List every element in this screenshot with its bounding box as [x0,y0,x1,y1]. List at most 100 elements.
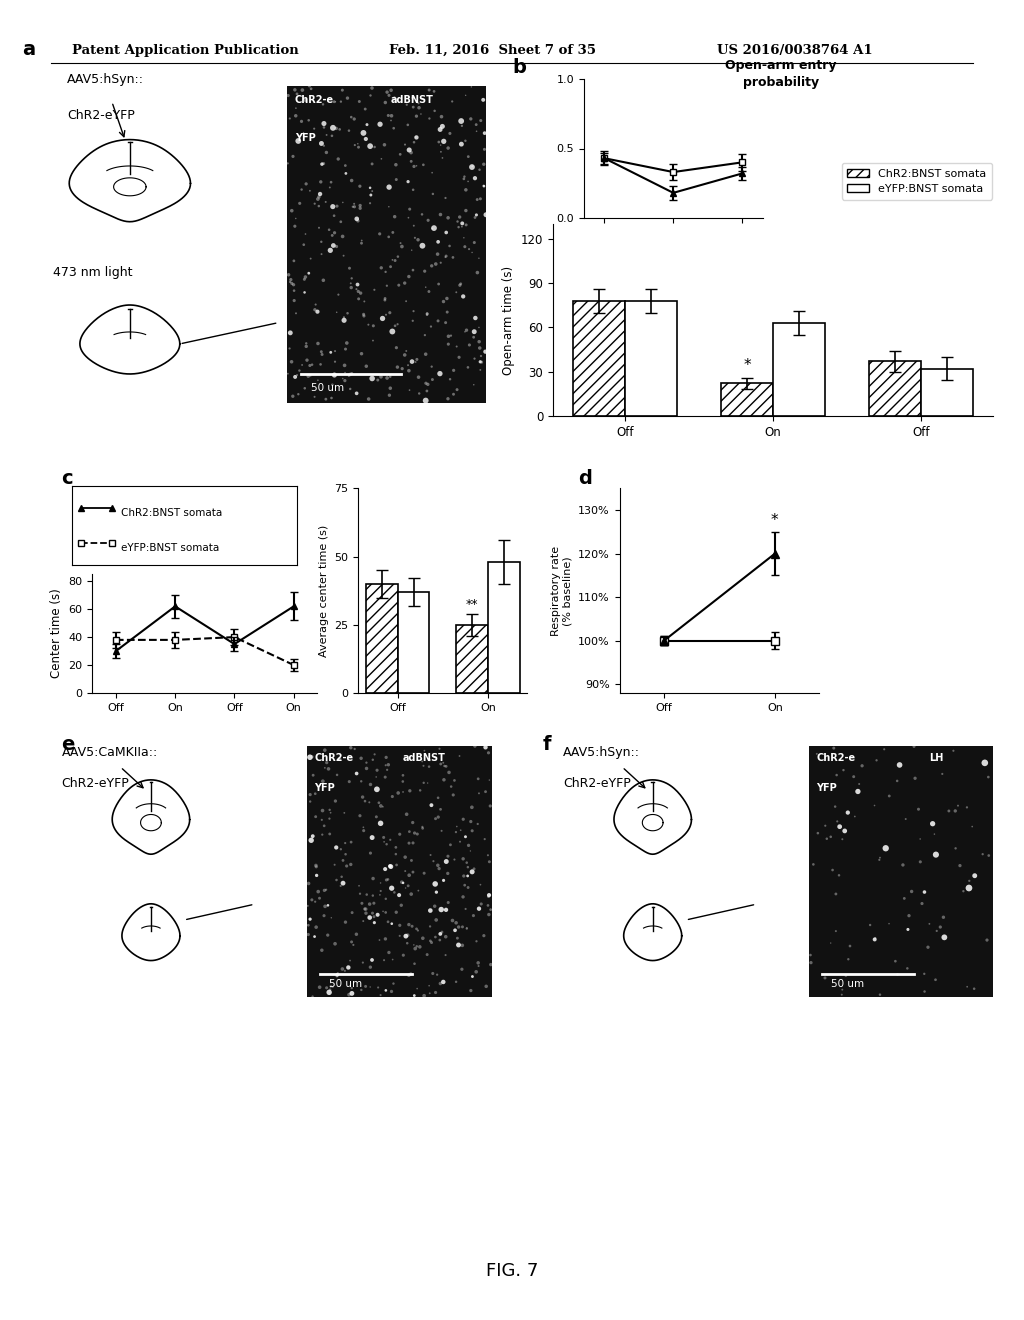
Text: YFP: YFP [816,783,837,793]
Point [401,780,418,801]
Point [472,359,488,380]
Point [372,929,388,950]
Point [357,899,374,920]
Point [377,858,393,879]
Y-axis label: Average center time (s): Average center time (s) [319,524,329,657]
Point [385,117,401,139]
Point [475,153,492,174]
Point [322,979,338,1001]
Point [866,795,883,816]
Point [342,379,358,400]
Point [458,899,474,920]
Point [349,275,366,296]
Point [358,758,375,779]
Point [432,924,449,945]
Point [370,977,386,998]
Bar [367,583,397,693]
Point [827,883,844,904]
Point [388,837,404,858]
Text: b: b [512,58,526,77]
Point [378,870,394,891]
Point [403,240,420,261]
Point [356,791,373,812]
Point [362,842,379,863]
Point [337,355,353,376]
Point [355,304,372,325]
Point [415,928,431,949]
Point [476,123,493,144]
Point [300,873,316,894]
Point [457,166,473,187]
Point [435,870,452,891]
Point [459,319,475,341]
Point [286,251,302,272]
Point [286,290,302,312]
Point [326,235,342,256]
Point [422,931,438,952]
Point [351,176,368,197]
Point [831,816,848,837]
Point [455,935,471,956]
Point [335,191,351,213]
Point [387,249,403,271]
Point [481,884,498,906]
Point [323,975,339,997]
Point [324,125,340,147]
Point [287,79,303,100]
Point [427,747,443,768]
Point [440,892,457,913]
Point [316,816,333,837]
Point [351,875,368,896]
Point [450,211,466,232]
Point [891,755,907,776]
Point [309,301,326,322]
Point [397,878,414,899]
Point [314,800,331,821]
Point [311,977,328,998]
Point [458,84,474,106]
Point [430,855,446,876]
Point [364,949,380,970]
Text: adBNST: adBNST [403,754,445,763]
Point [435,131,452,152]
Point [361,894,378,915]
Point [433,141,450,162]
Point [329,965,345,986]
Point [285,385,301,407]
Point [391,925,408,946]
Point [312,183,329,205]
Point [461,239,477,260]
Point [435,972,452,993]
Point [897,808,913,829]
Point [372,884,388,906]
Point [376,949,392,970]
Point [288,106,304,127]
Point [433,820,450,841]
Point [351,91,368,112]
Point [334,958,350,979]
Text: e: e [61,735,75,754]
Point [355,123,372,144]
Point [280,153,296,174]
Text: 50 um: 50 um [310,383,344,393]
Point [426,100,442,121]
Point [371,792,387,813]
Point [468,931,484,952]
Point [358,355,375,376]
Point [416,985,432,1006]
Point [927,824,943,845]
Point [472,351,488,372]
Point [313,231,330,252]
Point [473,346,489,367]
Point [343,107,359,128]
Point [458,214,474,235]
Point [451,935,467,956]
Point [934,763,950,784]
Point [325,977,341,998]
Point [335,226,351,247]
Point [424,255,440,276]
Point [307,783,324,804]
Point [302,791,318,812]
Bar [488,562,520,693]
Point [964,816,980,837]
